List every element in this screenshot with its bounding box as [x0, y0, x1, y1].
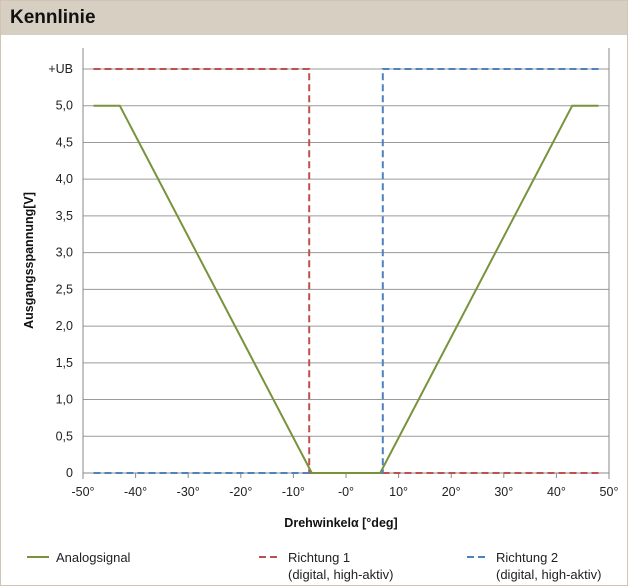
x-tick-label: -20°: [229, 485, 252, 499]
y-tick-label: 2,5: [56, 282, 73, 296]
x-tick-label: -40°: [124, 485, 147, 499]
x-tick-label: -10°: [282, 485, 305, 499]
y-tick-label: 0: [66, 466, 73, 480]
y-tick-label: +UB: [48, 62, 73, 76]
y-tick-label: 1,0: [56, 393, 73, 407]
y-tick-label: 4,0: [56, 172, 73, 186]
y-tick-label: 3,5: [56, 209, 73, 223]
legend-sublabel: (digital, high-aktiv): [288, 567, 394, 582]
panel-title: Kennlinie: [10, 7, 96, 28]
x-tick-label: 40°: [547, 485, 566, 499]
x-tick-label: 10°: [389, 485, 408, 499]
tick-label-layer: 0 0,5 1,0 1,5 2,0 2,5 3,0 3,5 4,0 4,5 5,0 +UB -50° -4…: [48, 62, 618, 499]
grid-layer: [83, 68, 609, 474]
x-tick-label: 50°: [600, 485, 619, 499]
series-line-richtung-2: [93, 68, 599, 474]
x-tick-label: 20°: [442, 485, 461, 499]
x-tick-label: -0°: [338, 485, 354, 499]
x-tick-label: -30°: [177, 485, 200, 499]
legend-label: Richtung 1: [288, 550, 350, 565]
legend-label: Richtung 2: [496, 550, 558, 565]
y-tick-label: 5,0: [56, 99, 73, 113]
legend-sublabel: (digital, high-aktiv): [496, 567, 602, 582]
legend-label: Analogsignal: [56, 550, 131, 565]
series-line-richtung-1: [93, 68, 599, 474]
x-tick-label: 30°: [494, 485, 513, 499]
panel-header: Kennlinie: [1, 1, 627, 35]
x-axis-title: Drehwinkelα [°deg]: [284, 516, 397, 530]
y-tick-label: 0,5: [56, 429, 73, 443]
y-axis-title: Ausgangsspannung[V]: [22, 192, 36, 329]
axis-layer: [82, 48, 610, 479]
y-tick-label: 2,0: [56, 319, 73, 333]
legend: Analogsignal Richtung 1 (digital, high-akt…: [27, 550, 602, 582]
y-tick-label: 1,5: [56, 356, 73, 370]
y-tick-label: 4,5: [56, 135, 73, 149]
series-layer: [93, 68, 599, 474]
x-tick-label: -50°: [71, 485, 94, 499]
y-tick-label: 3,0: [56, 246, 73, 260]
series-line-analogsignal: [93, 104, 599, 474]
